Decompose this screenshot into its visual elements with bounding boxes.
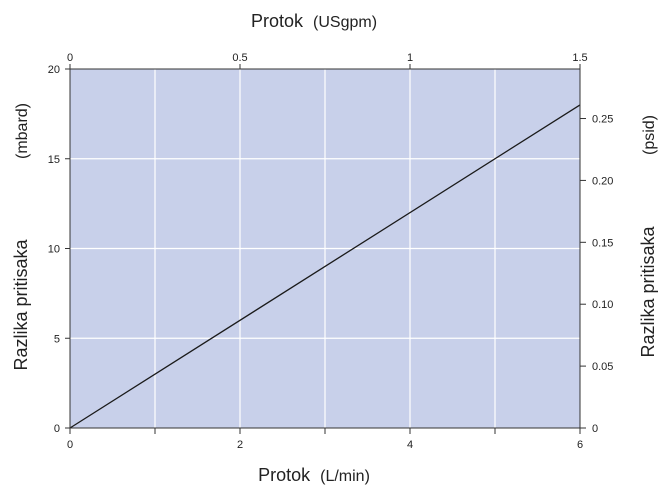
left-tick-label: 0 bbox=[54, 423, 60, 435]
top-axis-title: Protok (USgpm) bbox=[251, 11, 377, 31]
top-tick-label: 1 bbox=[407, 52, 413, 64]
right-axis-title-unit: (psid) bbox=[641, 115, 658, 155]
bottom-axis-title: Protok (L/min) bbox=[258, 465, 370, 485]
right-tick-label: 0.05 bbox=[592, 361, 613, 373]
bottom-tick-label: 0 bbox=[67, 439, 73, 451]
left-tick-label: 15 bbox=[48, 154, 60, 166]
bottom-tick-label: 2 bbox=[237, 439, 243, 451]
right-tick-label: 0.15 bbox=[592, 237, 613, 249]
left-tick-label: 10 bbox=[48, 244, 60, 256]
bottom-axis-title-bold: Protok bbox=[258, 465, 311, 485]
right-tick-label: 0.20 bbox=[592, 175, 613, 187]
left-tick-label: 5 bbox=[54, 333, 60, 345]
bottom-axis-title-unit: (L/min) bbox=[320, 468, 370, 485]
bottom-tick-label: 4 bbox=[407, 439, 413, 451]
top-axis-title-bold: Protok bbox=[251, 11, 304, 31]
left-tick-label: 20 bbox=[48, 64, 60, 76]
right-axis-title-bold: Razlika pritisaka bbox=[638, 225, 658, 357]
top-tick-label: 0 bbox=[67, 52, 73, 64]
right-tick-label: 0 bbox=[592, 423, 598, 435]
top-axis-title-unit: (USgpm) bbox=[313, 14, 377, 31]
left-axis-title-unit: (mbard) bbox=[14, 103, 31, 159]
right-tick-label: 0.25 bbox=[592, 114, 613, 126]
right-tick-label: 0.10 bbox=[592, 299, 613, 311]
bottom-tick-label: 6 bbox=[577, 439, 583, 451]
top-tick-label: 0.5 bbox=[232, 52, 247, 64]
top-tick-label: 1.5 bbox=[572, 52, 587, 64]
left-axis-title-bold: Razlika pritisaka bbox=[11, 238, 31, 370]
